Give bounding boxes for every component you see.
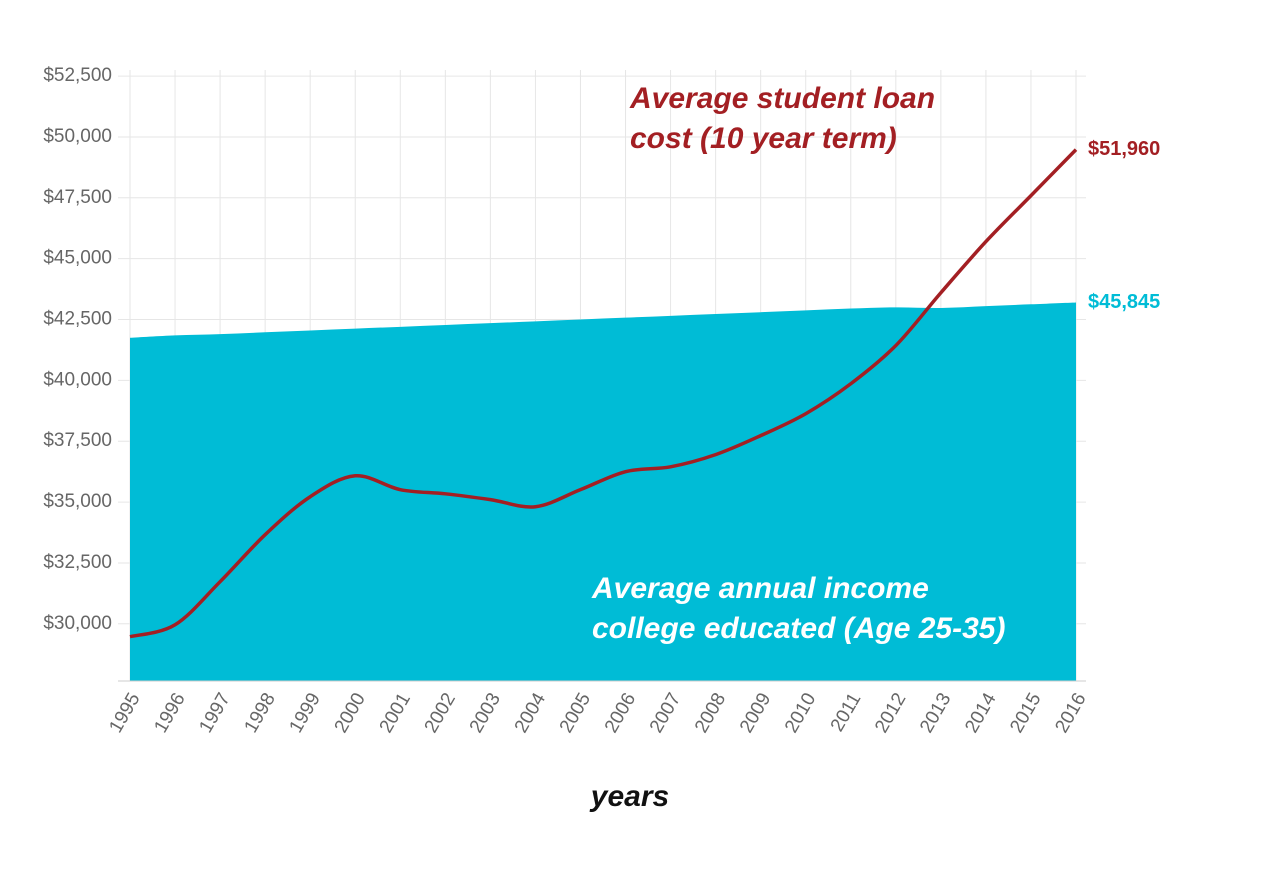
y-tick-label: $50,000 xyxy=(43,126,112,147)
end-label: $51,960 xyxy=(1088,138,1160,160)
series-note: Average student loan xyxy=(629,82,935,115)
y-tick-label: $42,500 xyxy=(43,309,112,330)
y-tick-label: $47,500 xyxy=(43,187,112,208)
x-tick-label: 2001 xyxy=(376,690,415,737)
y-tick-label: $40,000 xyxy=(43,369,112,390)
x-tick-label: 2000 xyxy=(331,690,370,737)
x-tick-label: 2012 xyxy=(871,690,910,737)
x-tick-label: 2016 xyxy=(1051,690,1090,737)
x-tick-label: 2011 xyxy=(827,690,866,736)
x-tick-label: 2002 xyxy=(421,690,460,737)
y-tick-label: $37,500 xyxy=(43,430,112,451)
x-tick-label: 2013 xyxy=(916,690,955,737)
x-tick-label: 2008 xyxy=(691,690,730,737)
x-tick-label: 2009 xyxy=(736,690,775,737)
y-tick-label: $45,000 xyxy=(43,248,112,269)
x-tick-label: 1997 xyxy=(195,690,234,737)
series-note: Average annual income xyxy=(591,572,929,605)
y-tick-label: $32,500 xyxy=(43,552,112,573)
x-tick-label: 2005 xyxy=(556,690,595,737)
x-tick-label: 2007 xyxy=(646,690,685,737)
x-tick-label: 2015 xyxy=(1006,690,1045,737)
x-axis-label: years xyxy=(589,780,669,813)
series-note: cost (10 year term) xyxy=(630,122,897,155)
x-tick-label: 2003 xyxy=(466,690,505,737)
income-area xyxy=(130,302,1076,681)
x-tick-label: 1996 xyxy=(150,690,189,737)
y-tick-label: $52,500 xyxy=(43,65,112,86)
end-label: $45,845 xyxy=(1088,291,1160,313)
x-tick-label: 1999 xyxy=(286,690,325,737)
series-note: college educated (Age 25-35) xyxy=(592,612,1005,645)
y-tick-label: $35,000 xyxy=(43,491,112,512)
x-tick-label: 2014 xyxy=(961,689,1001,736)
loan-line xyxy=(129,148,1078,639)
x-tick-label: 2006 xyxy=(601,690,640,737)
x-tick-label: 1998 xyxy=(240,690,279,737)
x-tick-label: 2010 xyxy=(781,690,820,737)
x-tick-label: 2004 xyxy=(511,689,551,736)
y-tick-label: $30,000 xyxy=(43,613,112,634)
x-tick-label: 1995 xyxy=(105,690,144,737)
